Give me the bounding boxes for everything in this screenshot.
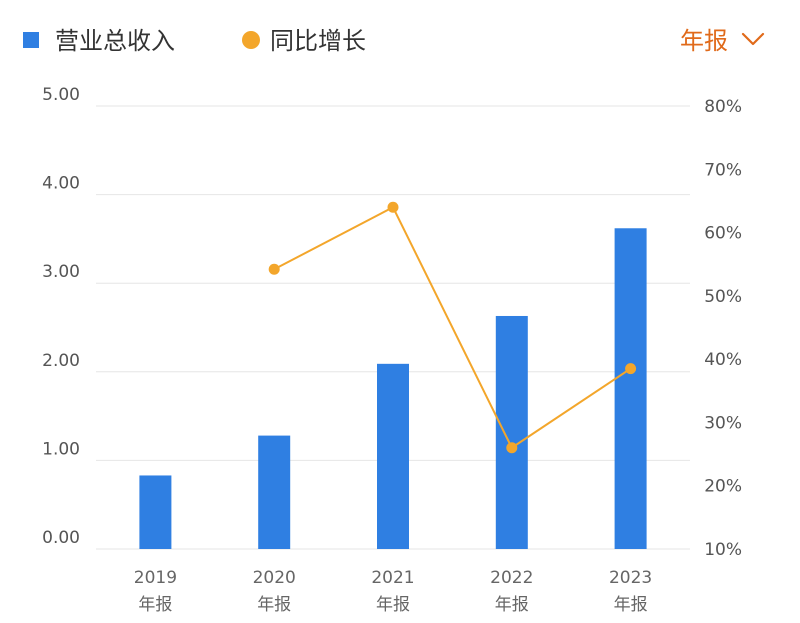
chevron-down-icon[interactable]	[741, 32, 765, 46]
revenue-bar	[495, 315, 528, 549]
x-axis: 2019 年报 2020 年报 2021 年报 2022 年报 2023 年报	[134, 568, 652, 615]
right-axis-tick-label: 70%	[704, 160, 742, 180]
legend-line-swatch	[242, 31, 260, 49]
right-axis-tick-label: 30%	[704, 413, 742, 433]
x-axis-tick-label: 2019 年报	[134, 568, 177, 615]
left-axis-tick-label: 5.00	[42, 85, 80, 105]
bar-series	[139, 228, 647, 549]
growth-point	[506, 442, 518, 454]
revenue-bar	[139, 475, 172, 549]
period-selector[interactable]: 年报	[680, 27, 765, 55]
right-axis-tick-label: 80%	[704, 97, 742, 117]
x-axis-tick-label: 2022 年报	[490, 568, 533, 615]
left-axis-tick-label: 0.00	[42, 528, 80, 548]
period-selector-label[interactable]: 年报	[680, 27, 728, 55]
x-axis-tick-label: 2020 年报	[253, 568, 296, 615]
left-axis-tick-label: 2.00	[42, 351, 80, 371]
growth-point	[625, 363, 637, 375]
right-axis-tick-label: 50%	[704, 287, 742, 307]
revenue-bar	[614, 228, 647, 549]
right-axis-tick-label: 40%	[704, 350, 742, 370]
left-axis-tick-label: 3.00	[42, 262, 80, 282]
right-axis-tick-label: 20%	[704, 477, 742, 497]
revenue-bar	[377, 363, 409, 549]
left-axis-tick-label: 4.00	[42, 174, 80, 194]
right-axis: 10% 20% 30% 40% 50% 60% 70% 80%	[704, 97, 742, 560]
right-axis-tick-label: 60%	[704, 224, 742, 244]
growth-point	[268, 263, 280, 275]
legend-line-label: 同比增长	[270, 27, 366, 55]
legend-bar-label: 营业总收入	[55, 27, 175, 55]
left-axis: 0.00 1.00 2.00 3.00 4.00 5.00	[42, 85, 80, 548]
line-series	[268, 201, 637, 454]
growth-line	[273, 205, 632, 450]
right-axis-tick-label: 10%	[704, 540, 742, 560]
x-axis-tick-label: 2023 年报	[609, 568, 652, 615]
legend: 营业总收入 同比增长	[23, 27, 366, 55]
left-axis-tick-label: 1.00	[42, 439, 80, 459]
revenue-bar	[258, 435, 291, 549]
x-axis-tick-label: 2021 年报	[371, 568, 414, 615]
legend-bar-swatch	[23, 32, 39, 48]
growth-point	[387, 201, 399, 213]
